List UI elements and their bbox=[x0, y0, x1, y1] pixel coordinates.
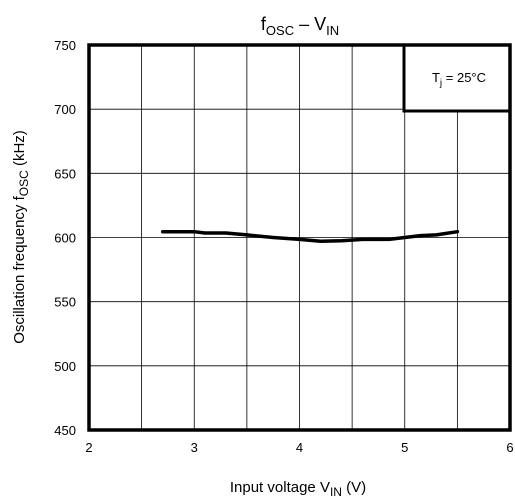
x-axis-label: Input voltage VIN (V) bbox=[230, 479, 366, 499]
series-line bbox=[160, 229, 460, 244]
y-axis-label: Oscillation frequency fOSC (kHz) bbox=[11, 130, 31, 344]
annotation-box bbox=[402, 43, 512, 113]
annotation-label: Tj = 25°C bbox=[432, 70, 486, 89]
y-tick-label: 450 bbox=[54, 423, 76, 438]
x-tick-label: 2 bbox=[85, 440, 92, 455]
y-tick-label: 550 bbox=[54, 295, 76, 310]
y-tick-label: 700 bbox=[54, 102, 76, 117]
y-tick-label: 500 bbox=[54, 359, 76, 374]
x-tick-label: 4 bbox=[296, 440, 303, 455]
chart-title: fOSC – VIN bbox=[261, 14, 339, 38]
y-tick-label: 650 bbox=[54, 166, 76, 181]
x-tick-label: 3 bbox=[191, 440, 198, 455]
y-tick-label: 600 bbox=[54, 231, 76, 246]
y-tick-label: 750 bbox=[54, 38, 76, 53]
x-tick-label: 6 bbox=[506, 440, 513, 455]
x-tick-label: 5 bbox=[401, 440, 408, 455]
plot-frame bbox=[87, 43, 512, 432]
